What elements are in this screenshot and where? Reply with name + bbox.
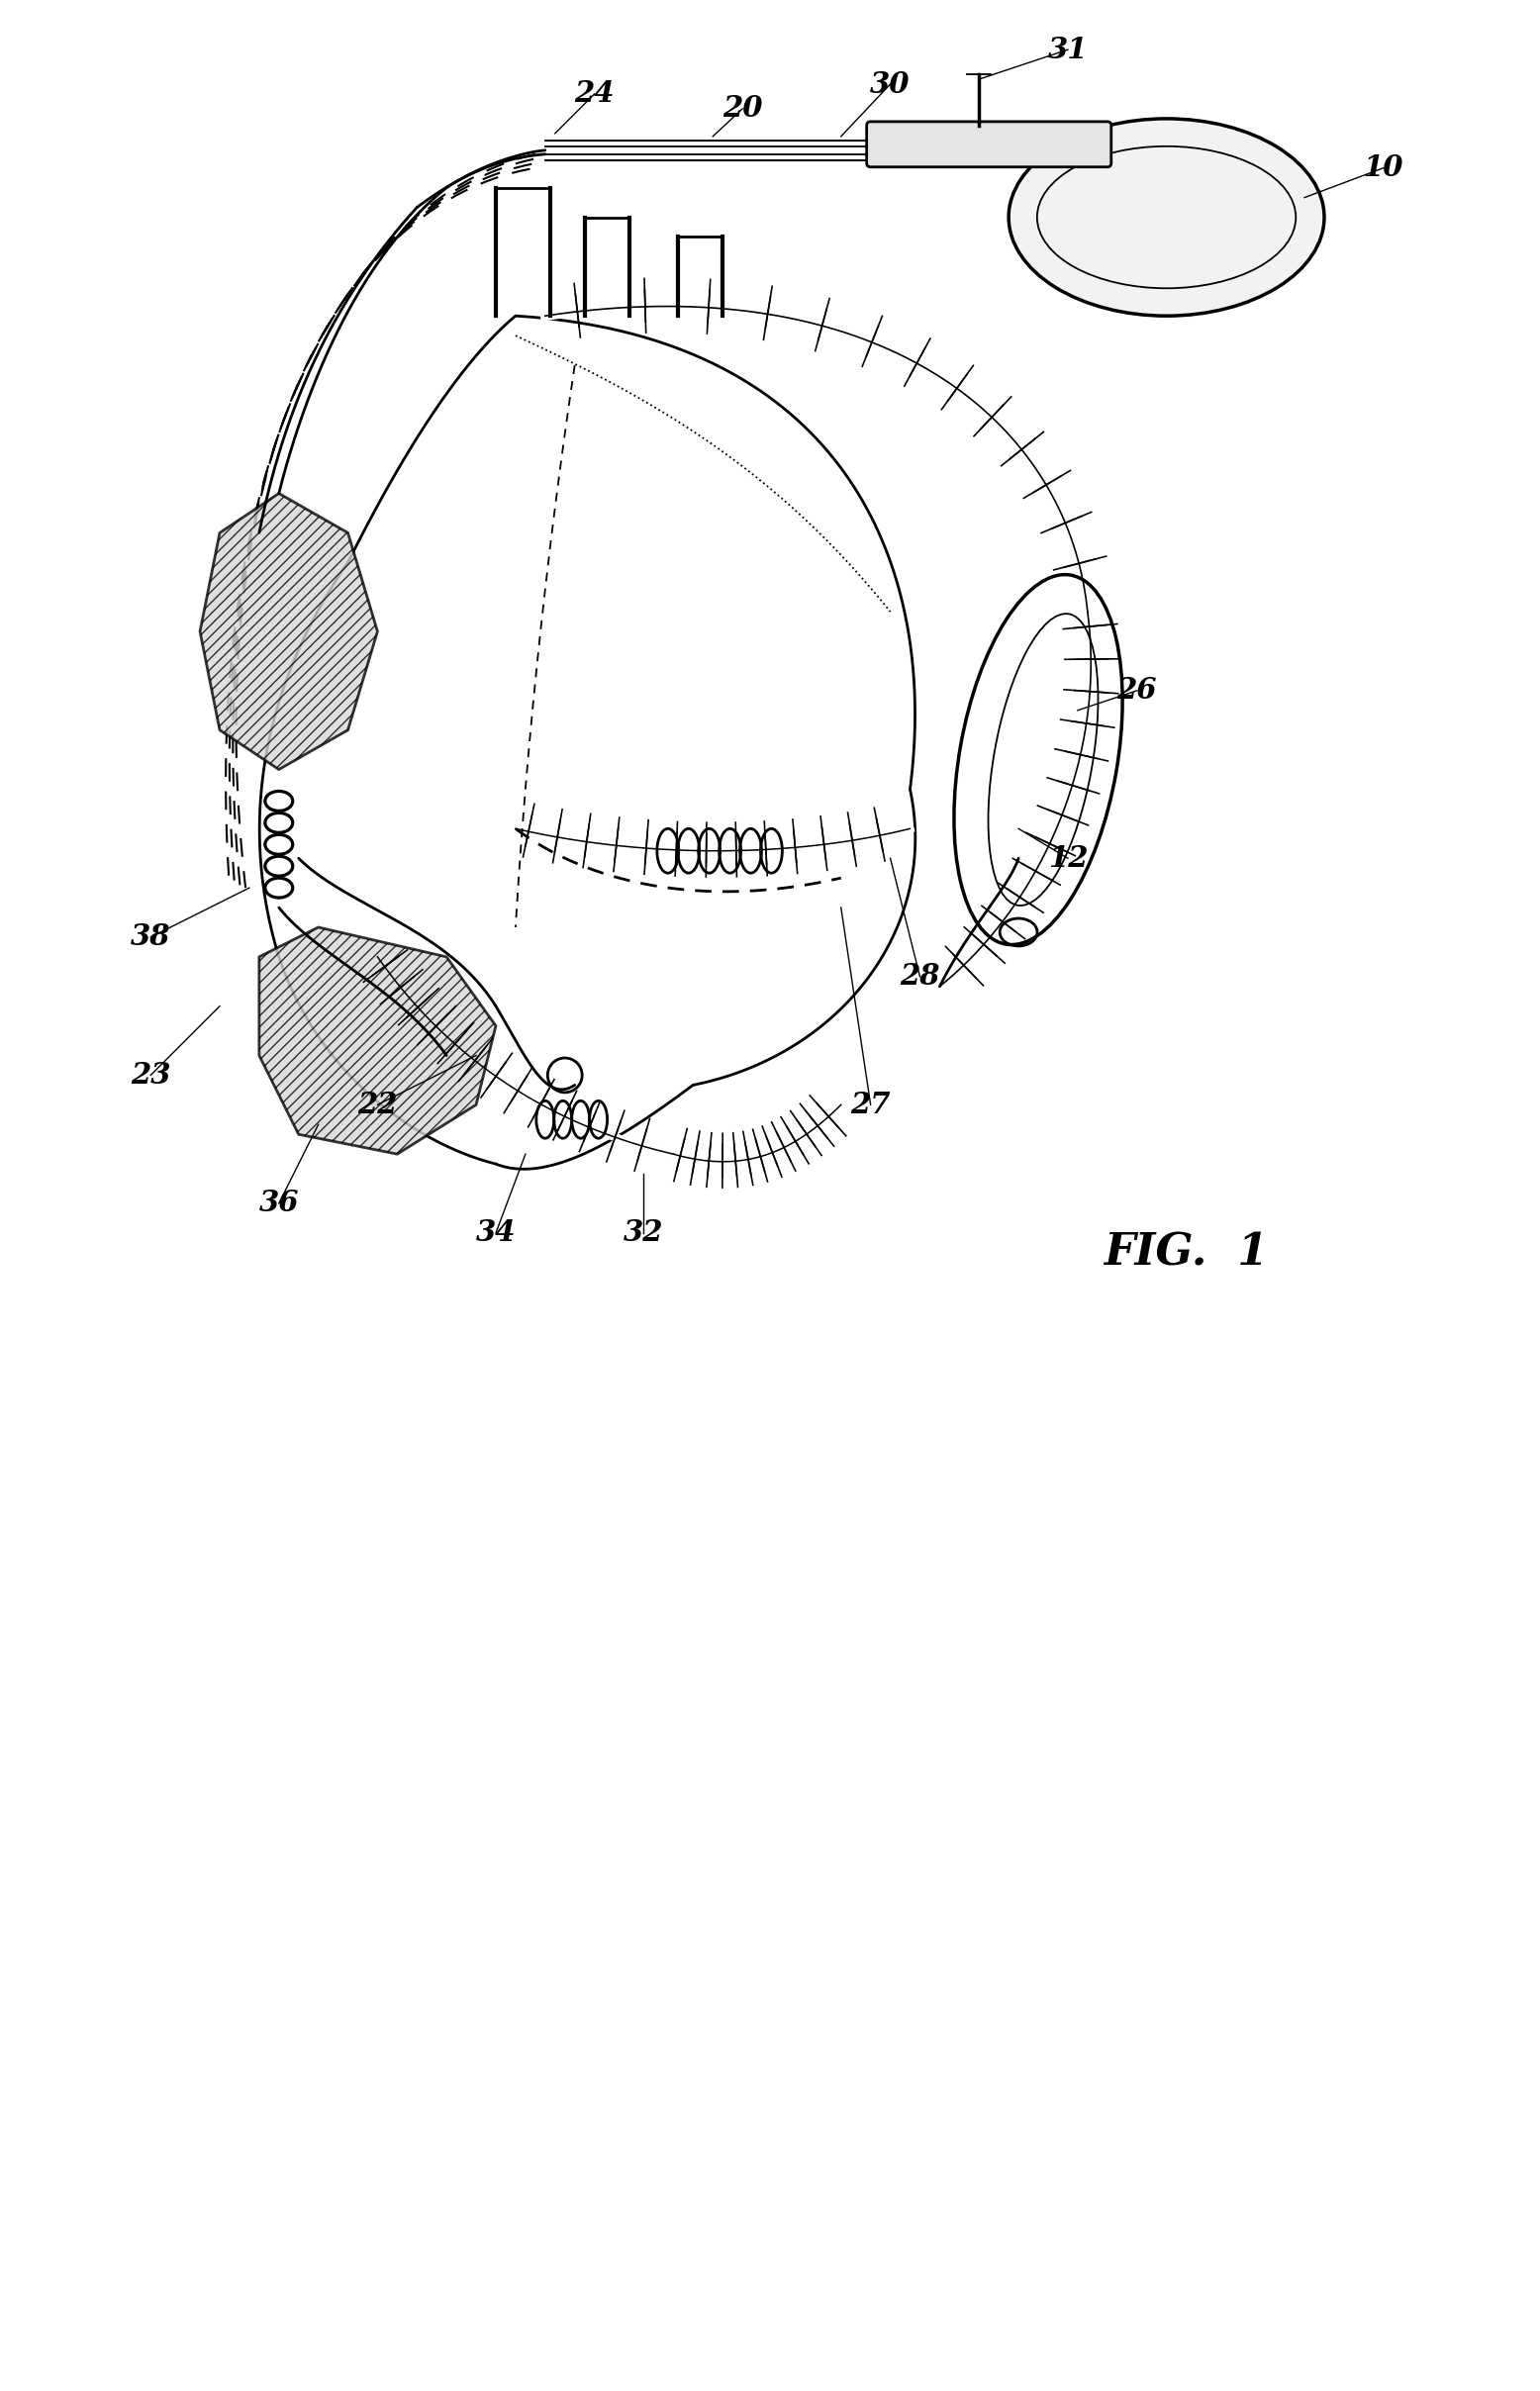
Text: 23: 23 xyxy=(131,1062,171,1090)
Text: 10: 10 xyxy=(1363,153,1403,182)
Text: 20: 20 xyxy=(722,96,762,124)
Ellipse shape xyxy=(1009,120,1324,316)
Text: 26: 26 xyxy=(1116,677,1157,705)
Text: 22: 22 xyxy=(357,1090,397,1119)
Text: FIG.  1: FIG. 1 xyxy=(1104,1231,1269,1274)
Text: 31: 31 xyxy=(1047,36,1087,65)
Text: 36: 36 xyxy=(259,1188,299,1217)
Polygon shape xyxy=(200,493,377,770)
Text: 24: 24 xyxy=(574,79,614,108)
Polygon shape xyxy=(259,928,496,1155)
Text: 27: 27 xyxy=(850,1090,890,1119)
Text: 34: 34 xyxy=(476,1219,516,1248)
Text: 12: 12 xyxy=(1047,844,1087,873)
Text: 38: 38 xyxy=(131,923,171,952)
Text: 28: 28 xyxy=(899,961,939,990)
FancyBboxPatch shape xyxy=(867,122,1112,167)
Text: 30: 30 xyxy=(870,69,910,98)
Text: 32: 32 xyxy=(624,1219,664,1248)
